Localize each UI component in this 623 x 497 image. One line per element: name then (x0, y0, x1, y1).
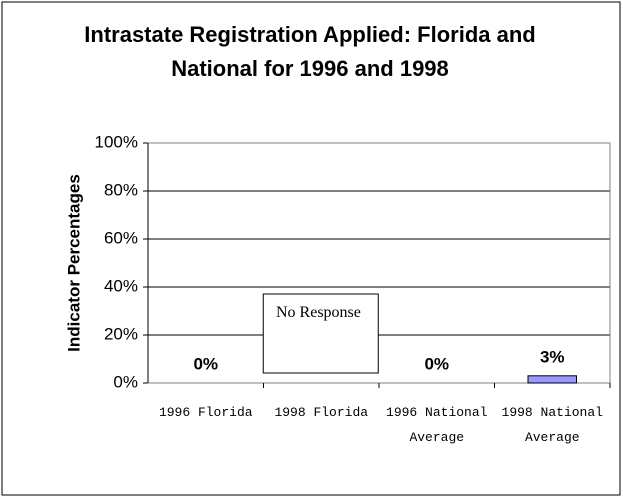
annotation-box (262, 293, 379, 374)
y-tick-label: 40% (104, 276, 138, 295)
y-axis-label: Indicator Percentages (64, 174, 83, 352)
y-tick-label: 0% (113, 372, 138, 391)
x-tick-label: 1998 Florida (274, 405, 369, 420)
x-tick-label: 1998 National Average (501, 405, 603, 445)
data-label: 0% (193, 354, 218, 373)
y-tick-label: 100% (95, 132, 138, 151)
data-label: 0% (424, 354, 449, 373)
x-tick-label: 1996 Florida (158, 405, 253, 420)
y-tick-label: 20% (104, 324, 138, 343)
chart-title: Intrastate Registration Applied: Florida… (84, 22, 536, 81)
bar (527, 375, 578, 384)
data-label: 3% (540, 347, 565, 366)
x-tick-label: 1996 National Average (386, 405, 488, 445)
y-tick-label: 80% (104, 180, 138, 199)
y-tick-label: 60% (104, 228, 138, 247)
annotation: No Response (276, 304, 361, 321)
